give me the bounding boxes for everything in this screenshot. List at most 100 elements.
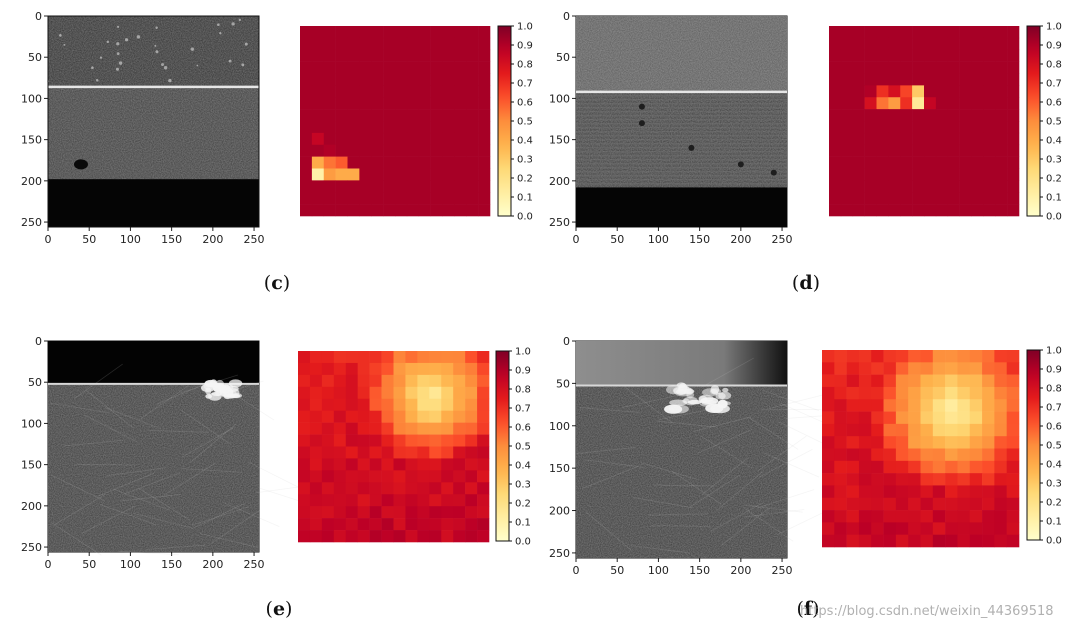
heat-cell — [430, 144, 443, 157]
heat-cell — [883, 374, 897, 388]
heat-cell — [920, 399, 934, 412]
heat-cell — [1006, 411, 1020, 425]
heat-cell — [876, 156, 889, 169]
heat-cell — [995, 97, 1008, 110]
heat-cell — [453, 434, 466, 447]
colorbar-label-d-4: 0.4 — [1046, 136, 1062, 147]
heat-cell — [430, 37, 443, 51]
heat-cell — [971, 73, 984, 86]
heat-cell — [381, 518, 394, 531]
heat-cell — [822, 399, 835, 412]
heat-cell — [371, 180, 384, 193]
heat-cell — [381, 386, 394, 400]
colorbar-label-f-10: 1.0 — [1046, 346, 1062, 357]
heat-cell — [477, 494, 490, 507]
heat-cell — [406, 192, 420, 205]
heat-cell — [822, 460, 835, 474]
heat-cell — [858, 485, 872, 499]
heat-cell — [834, 350, 847, 363]
heat-cell — [864, 73, 877, 86]
panel-label-e: (e) — [265, 598, 293, 620]
heat-cell — [381, 470, 394, 483]
xray-frame-c — [47, 15, 260, 228]
heat-cell — [477, 362, 490, 376]
heat-cell — [871, 411, 884, 425]
heat-cell — [959, 37, 972, 51]
heat-cell — [442, 97, 455, 110]
heat-cell — [369, 506, 382, 519]
heat-cell — [298, 374, 311, 388]
heat-cell — [871, 534, 884, 548]
heat-cell — [900, 26, 913, 39]
colorbar-label-f-3: 0.3 — [1046, 479, 1062, 490]
heat-cell — [852, 156, 865, 169]
colorbar-f: 0.0 0.1 0.2 0.3 0.4 0.5 0.6 0.7 0.8 0.9 1.0 — [1026, 346, 1062, 547]
heat-cell — [393, 482, 406, 495]
heat-cell — [321, 470, 335, 483]
heat-cell — [311, 61, 325, 74]
heat-cell — [371, 73, 384, 86]
heat-cell — [969, 510, 983, 523]
heat-cell — [465, 506, 478, 519]
heat-cell — [369, 470, 382, 483]
heat-cell — [912, 37, 925, 51]
heat-cell — [383, 97, 396, 110]
heat-cell — [935, 156, 949, 169]
heat-cell — [1006, 423, 1020, 437]
heat-cell — [983, 121, 996, 134]
heat-cell — [888, 144, 901, 157]
heat-cell — [309, 410, 323, 423]
heat-cell — [418, 97, 431, 110]
heat-cell — [465, 470, 478, 483]
heat-cell — [309, 374, 323, 388]
heat-cell — [840, 180, 854, 193]
heat-cell — [888, 121, 901, 134]
heat-cell — [381, 482, 394, 495]
heat-cell — [932, 399, 946, 412]
heat-cell — [442, 73, 455, 86]
heat-cell — [995, 121, 1008, 134]
heat-cell — [347, 144, 360, 157]
heat-cell — [406, 26, 420, 39]
heat-cell — [333, 482, 347, 495]
heat-cell — [359, 144, 372, 157]
heat-cell — [871, 399, 884, 412]
heat-cell — [969, 436, 983, 449]
heat-cell — [932, 436, 946, 449]
heat-cell — [1006, 534, 1020, 548]
heat-cell — [846, 350, 860, 363]
heat-cell — [381, 422, 394, 435]
heat-cell — [393, 518, 406, 531]
heat-cell — [405, 530, 418, 543]
heat-cell — [834, 497, 847, 511]
heat-cell — [908, 350, 921, 363]
heat-cell — [858, 460, 872, 474]
heat-cell — [477, 434, 490, 447]
heat-cell — [947, 49, 960, 62]
heat-cell — [900, 73, 913, 86]
heat-cell — [822, 362, 835, 375]
heat-cell — [345, 374, 358, 388]
heat-cell — [345, 470, 358, 483]
x-tick-label-f-0: 0 — [573, 564, 580, 577]
heat-cell — [311, 204, 325, 217]
heat-cell — [393, 530, 406, 543]
heat-cell — [406, 156, 420, 169]
heat-cell — [454, 168, 467, 181]
y-tick-label-c-5: 250 — [21, 216, 42, 229]
heat-cell — [864, 61, 877, 74]
heat-cell — [430, 49, 443, 62]
heat-cell — [900, 192, 913, 205]
heat-cell — [932, 522, 946, 535]
heat-cell — [311, 49, 325, 62]
x-tick-label-e-0: 0 — [45, 558, 52, 571]
heat-cell — [333, 446, 347, 459]
heat-cell — [357, 446, 370, 459]
heat-cell — [995, 168, 1008, 181]
heat-cell — [1006, 362, 1020, 375]
heat-cell — [924, 73, 937, 86]
x-tick-label-f-3: 150 — [689, 564, 710, 577]
heat-cell — [846, 448, 860, 462]
heat-cell — [1007, 192, 1020, 205]
heat-cell — [932, 411, 946, 425]
